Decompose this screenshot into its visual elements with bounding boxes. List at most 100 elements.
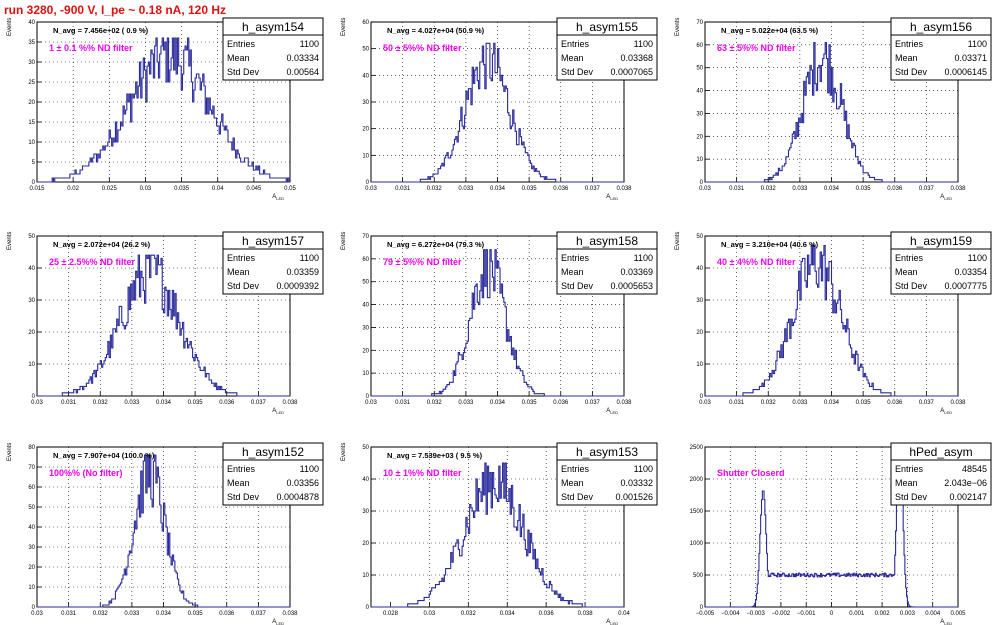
tick-label-x: 0.032 — [761, 400, 777, 406]
tick-label-x: 0.03 — [365, 186, 377, 192]
tick-label-y: 500 — [693, 573, 704, 579]
navg-label: N_avg = 6.272e+04 (79.3 %) — [387, 240, 485, 249]
tick-label-y: 20 — [696, 330, 703, 336]
tick-label-x: 0.035 — [522, 400, 538, 406]
tick-label-x: 0.036 — [553, 186, 569, 192]
panel-hPed_asym: −0.005 −0.004 −0.003 −0.002 −0.001 0 0.001 0.00… — [690, 442, 992, 625]
tick-label-y: 20 — [696, 134, 703, 140]
tick-label-y: 10 — [696, 362, 703, 368]
tick-label-y: 0 — [32, 180, 36, 186]
tick-label-x: 0.037 — [585, 400, 601, 406]
stats-title: h_asym158 — [576, 234, 638, 248]
tick-label-y: 70 — [28, 465, 35, 471]
tick-label-x: 0.035 — [522, 186, 538, 192]
stats-key: Entries — [895, 253, 924, 263]
stats-value: 48545 — [962, 464, 987, 474]
filter-annotation: 50 ± 5%% ND filter — [383, 43, 462, 53]
tick-label-x: 0.005 — [950, 611, 966, 617]
stats-frame — [222, 17, 324, 81]
stats-key: Entries — [895, 39, 924, 49]
tick-label-x: 0.037 — [919, 186, 935, 192]
stats-frame — [556, 17, 658, 81]
tick-label-x: 0.001 — [849, 611, 865, 617]
panel-h_asym155: 0.03 0.031 0.032 0.033 0.034 0.035 0.036 0.037 0… — [341, 17, 658, 201]
tick-label-y: 0 — [32, 605, 36, 611]
stats-value: 1100 — [634, 39, 653, 49]
tick-label-x: 0.028 — [383, 611, 399, 617]
tick-label-y: 40 — [696, 266, 703, 272]
tick-label-x: 0.032 — [93, 611, 109, 617]
stats-frame — [890, 442, 992, 506]
tick-label-y: 2500 — [690, 445, 704, 451]
tick-label-y: 10 — [28, 140, 35, 146]
tick-label-x: 0.032 — [93, 400, 109, 406]
tick-label-y: 10 — [28, 362, 35, 368]
tick-label-y: 30 — [696, 111, 703, 117]
tick-label-x: 0.036 — [219, 611, 235, 617]
x-axis-label: ALED — [940, 408, 952, 415]
tick-label-y: 30 — [28, 298, 35, 304]
tick-label-x: 0.03 — [699, 400, 711, 406]
histogram-series — [705, 42, 958, 183]
tick-label-y: 60 — [362, 257, 369, 263]
stats-frame — [890, 231, 992, 295]
tick-label-y: 30 — [28, 60, 35, 66]
navg-label: N_avg = 3.210e+04 (40.6 %) — [721, 240, 819, 249]
tick-label-y: 10 — [362, 153, 369, 159]
tick-label-x: 0.03 — [365, 400, 377, 406]
stats-key: Mean — [561, 53, 584, 63]
tick-label-x: 0.038 — [616, 186, 632, 192]
tick-label-x: 0.045 — [246, 186, 262, 192]
stats-title: h_asym155 — [576, 20, 638, 34]
stats-key: Entries — [895, 464, 924, 474]
stats-title: h_asym159 — [910, 234, 972, 248]
tick-label-x: 0 — [830, 611, 834, 617]
plot-frame — [704, 446, 959, 608]
stats-value: 0.0009392 — [276, 281, 319, 291]
histogram-series — [37, 37, 290, 183]
x-axis-label: ALED — [606, 194, 618, 201]
plot-frame — [704, 21, 959, 183]
tick-label-y: 0 — [366, 394, 370, 400]
tick-label-y: 10 — [28, 585, 35, 591]
filter-annotation: 79 ± 5%% ND filter — [383, 257, 462, 267]
stats-value: 0.03369 — [620, 267, 653, 277]
tick-label-y: 50 — [696, 66, 703, 72]
stats-box: h_asym155 Entries 1100 Mean 0.03368 Std Dev 0.… — [556, 17, 658, 81]
stats-key: Entries — [227, 253, 256, 263]
panel-h_asym158: 0.03 0.031 0.032 0.033 0.034 0.035 0.036 0.037 0… — [341, 231, 658, 415]
tick-label-y: 50 — [28, 505, 35, 511]
tick-label-x: −0.005 — [696, 611, 715, 617]
stats-box: h_asym154 Entries 1100 Mean 0.03334 Std Dev 0.… — [222, 17, 324, 81]
stats-value: 0.0006145 — [944, 67, 987, 77]
tick-label-y: 1500 — [690, 509, 704, 515]
navg-label: N_avg = 5.022e+04 (63.5 %) — [721, 26, 819, 35]
tick-label-x: 0.02 — [67, 186, 79, 192]
navg-label: N_avg = 2.072e+04 (26.2 %) — [53, 240, 151, 249]
filter-annotation: 10 ± 1%% ND filter — [383, 468, 462, 478]
stats-value: 0.0004878 — [276, 492, 319, 502]
tick-label-x: 0.032 — [461, 611, 477, 617]
tick-label-x: 0.038 — [282, 611, 298, 617]
tick-label-y: 0 — [700, 180, 704, 186]
tick-label-y: 2000 — [690, 477, 704, 483]
stats-value: 1100 — [300, 253, 319, 263]
tick-label-y: 30 — [362, 100, 369, 106]
stats-value: 1100 — [300, 464, 319, 474]
tick-label-x: 0.03 — [31, 611, 43, 617]
histogram-series — [371, 42, 624, 183]
tick-label-x: 0.034 — [490, 186, 506, 192]
tick-label-x: 0.03 — [31, 400, 43, 406]
tick-label-x: 0.034 — [156, 611, 172, 617]
tick-label-x: 0.031 — [395, 400, 411, 406]
tick-label-x: 0.031 — [61, 400, 77, 406]
tick-label-y: 15 — [28, 120, 35, 126]
plot-frame — [36, 446, 291, 608]
y-axis-label: Events — [675, 232, 681, 250]
plot-frame — [370, 21, 625, 183]
filter-annotation: 25 ± 2.5%% ND filter — [49, 257, 135, 267]
tick-label-x: 0.035 — [188, 400, 204, 406]
stats-frame — [556, 231, 658, 295]
stats-value: 0.0007775 — [944, 281, 987, 291]
stats-box: h_asym158 Entries 1100 Mean 0.03369 Std Dev 0.… — [556, 231, 658, 295]
